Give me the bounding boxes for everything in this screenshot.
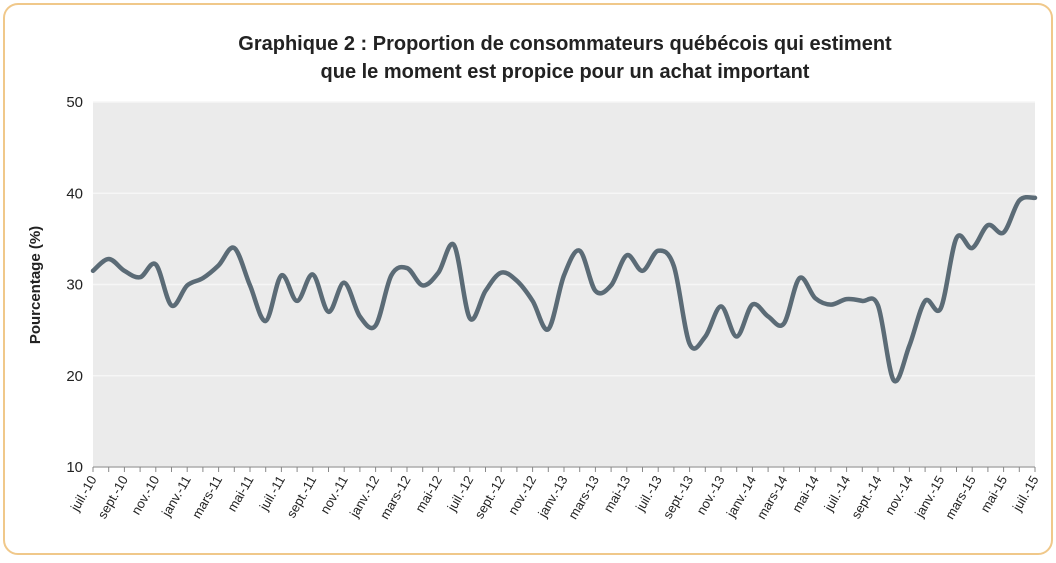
chart-title: que le moment est propice pour un achat … <box>321 61 810 83</box>
data-line <box>90 194 1038 384</box>
chart-title: Graphique 2 : Proportion de consommateur… <box>238 33 892 55</box>
y-tick-label: 30 <box>66 277 83 294</box>
y-tick-label: 40 <box>66 185 83 202</box>
y-tick-label: 20 <box>66 368 83 385</box>
y-tick-label: 50 <box>66 94 83 111</box>
y-axis-label: Pourcentage (%) <box>27 226 44 344</box>
y-tick-label: 10 <box>66 459 83 476</box>
